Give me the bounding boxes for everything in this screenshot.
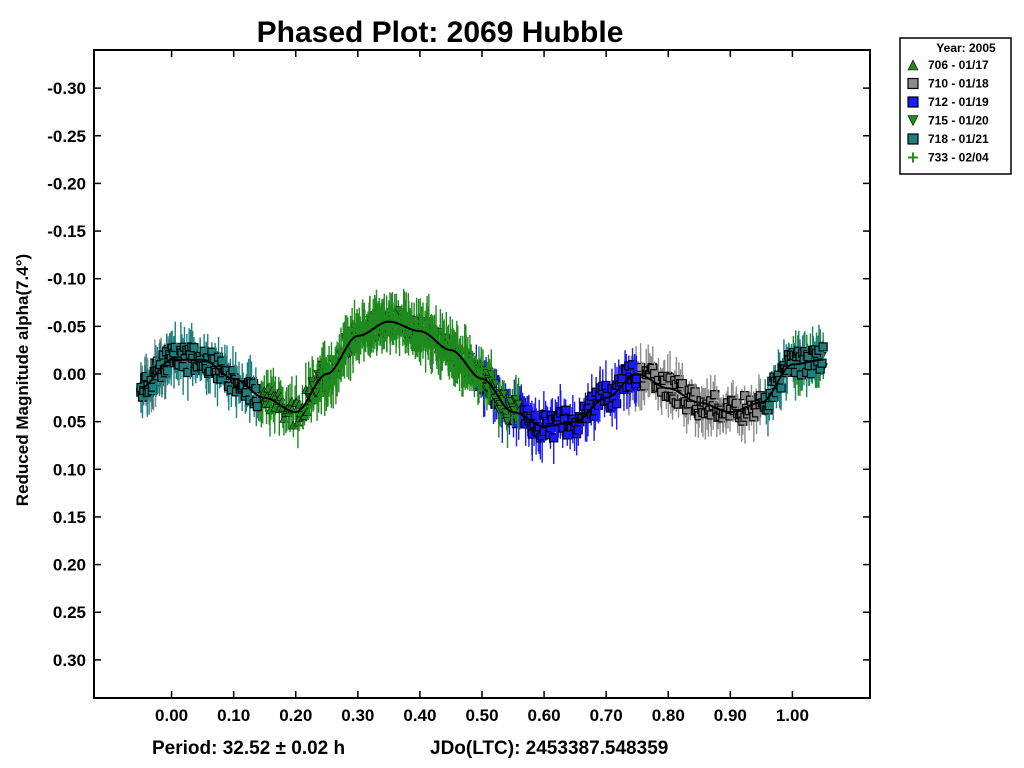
x-tick-label: 0.40	[403, 706, 436, 725]
epoch-label: JDo(LTC): 2453387.548359	[430, 738, 668, 759]
period-label: Period: 32.52 ± 0.02 h	[152, 738, 345, 759]
data-point	[549, 433, 559, 443]
data-point	[148, 382, 158, 392]
legend-entry: 733 - 02/04	[908, 151, 989, 165]
y-tick-label: 0.10	[53, 460, 86, 479]
legend-entry-label: 718 - 01/21	[928, 132, 989, 146]
x-axis-ticks: 0.00 0.10 0.20 0.30 0.40 0.50 0.60 0.70 0.80 0.90…	[155, 50, 809, 725]
data-point	[331, 372, 340, 381]
data-point	[477, 368, 486, 377]
data-point	[907, 96, 919, 108]
data-point	[468, 354, 477, 363]
data-point	[907, 115, 919, 127]
fit-curve	[140, 320, 824, 428]
y-axis-ticks: -0.30 -0.25 -0.20 -0.15 -0.10 -0.05 0.00 0.05 0.…	[47, 79, 870, 670]
data-point	[491, 379, 501, 389]
y-tick-label: 0.15	[53, 508, 86, 527]
chart-title: Phased Plot: 2069 Hubble	[257, 16, 624, 49]
data-point	[907, 133, 919, 145]
data-point	[252, 401, 262, 412]
legend: Year: 2005 706 - 01/17 710 - 01/18 712 - 0…	[899, 37, 1012, 175]
legend-entry: 712 - 01/19	[907, 95, 989, 109]
data-point	[631, 374, 641, 384]
data-point	[403, 336, 412, 345]
data-point	[432, 329, 441, 338]
y-tick-label: 0.20	[53, 556, 86, 575]
data-point	[561, 405, 571, 415]
data-point	[364, 335, 373, 344]
legend-entry-label: 733 - 02/04	[928, 151, 989, 165]
legend-entry: 706 - 01/17	[907, 58, 989, 72]
legend-entry-label: 706 - 01/17	[928, 58, 989, 72]
legend-entry: 715 - 01/20	[907, 114, 989, 128]
data-point	[776, 383, 786, 393]
y-tick-label: -0.15	[47, 222, 86, 241]
y-tick-label: -0.10	[47, 270, 86, 289]
y-tick-label: -0.30	[47, 79, 86, 98]
data-point	[731, 398, 741, 408]
y-tick-label: -0.05	[47, 317, 86, 336]
y-tick-label: -0.25	[47, 127, 86, 146]
data-layer	[136, 288, 828, 465]
data-point	[503, 417, 513, 427]
data-point	[393, 306, 403, 316]
data-point	[514, 399, 524, 409]
legend-entry-label: 715 - 01/20	[928, 114, 989, 128]
series-706-01-17	[254, 355, 331, 449]
legend-entry: 718 - 01/21	[907, 132, 989, 146]
data-point	[764, 400, 775, 411]
x-tick-label: 0.00	[155, 706, 188, 725]
y-tick-label: 0.05	[53, 413, 86, 432]
data-point	[327, 376, 336, 385]
x-tick-label: 0.60	[528, 706, 561, 725]
x-tick-label: 0.10	[217, 706, 250, 725]
legend-entry-label: 712 - 01/19	[928, 95, 989, 109]
data-point	[395, 330, 404, 339]
data-point	[677, 379, 687, 389]
x-tick-label: 0.50	[465, 706, 498, 725]
legend-entries: 706 - 01/17 710 - 01/18 712 - 01/19 715 - 0…	[907, 58, 989, 165]
legend-title: Year: 2005	[936, 41, 996, 55]
data-point	[907, 59, 919, 71]
x-tick-label: 0.30	[341, 706, 374, 725]
x-tick-label: 0.90	[714, 706, 747, 725]
x-tick-label: 0.80	[652, 706, 685, 725]
x-tick-label: 0.70	[590, 706, 623, 725]
y-tick-label: -0.20	[47, 174, 86, 193]
data-point	[908, 152, 918, 163]
legend-entry-label: 710 - 01/18	[928, 77, 989, 91]
data-point	[406, 317, 415, 326]
data-point	[499, 389, 509, 399]
legend-entry: 710 - 01/18	[907, 77, 989, 91]
data-point	[806, 369, 817, 379]
y-tick-label: 0.00	[53, 365, 86, 384]
data-point	[907, 77, 919, 90]
y-axis-label: Reduced Magnitude alpha(7.4°)	[13, 254, 32, 506]
data-point	[189, 343, 199, 353]
y-tick-label: 0.30	[53, 651, 86, 670]
x-tick-label: 1.00	[776, 706, 809, 725]
data-point	[710, 390, 720, 400]
data-point	[818, 342, 828, 352]
y-tick-label: 0.25	[53, 603, 86, 622]
x-tick-label: 0.20	[279, 706, 312, 725]
